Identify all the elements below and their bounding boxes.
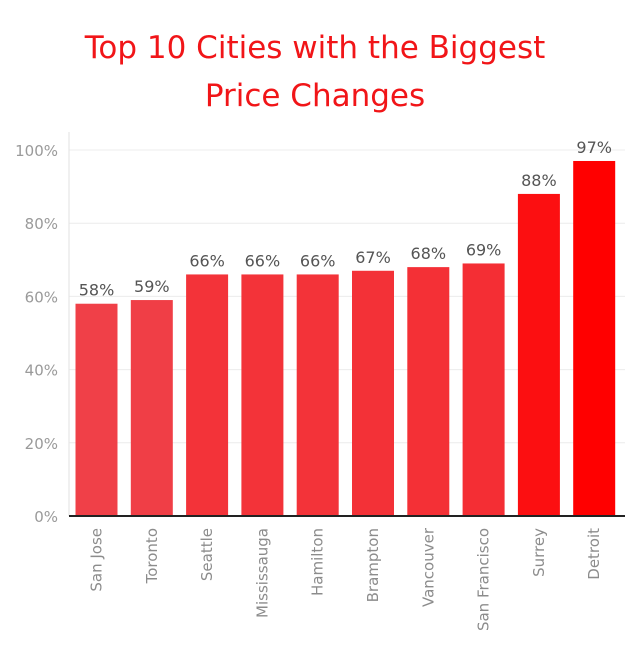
bar [407,267,450,516]
x-tick-label: Surrey [530,528,548,577]
bar [462,263,505,516]
data-label: 69% [466,240,502,259]
chart-title-line-2: Price Changes [204,78,426,114]
y-tick-label: 40% [25,362,58,380]
bar [352,270,394,516]
chart-title-line-1: Top 10 Cities with the Biggest [84,30,546,66]
x-tick-label: Toronto [143,528,161,584]
bar [186,274,229,516]
data-label: 67% [355,248,391,267]
x-tick-label: Brampton [364,528,382,602]
data-label: 68% [411,244,447,263]
chart-title: Top 10 Cities with the Biggest Price Cha… [0,24,630,120]
x-tick-label: Vancouver [419,527,437,607]
y-tick-label: 0% [34,508,58,526]
x-tick-label: Seattle [198,528,216,581]
bars [75,160,616,517]
bar [75,303,118,516]
data-label: 58% [79,281,115,300]
x-axis: San Jose Toronto Seattle Mississauga Hamilto… [69,515,625,631]
x-tick-label: Hamilton [309,528,327,596]
data-label: 66% [245,251,281,270]
x-tick-label: Mississauga [253,528,271,618]
data-label: 66% [300,251,336,270]
data-label: 97% [576,138,612,157]
y-axis: 0% 20% 40% 60% 80% 100% [15,132,70,526]
y-tick-label: 100% [15,142,58,160]
bar [241,274,284,516]
x-tick-label: San Francisco [475,528,493,631]
bar [296,274,339,516]
x-tick-label: Detroit [585,528,603,580]
y-tick-label: 20% [25,435,58,453]
bar [573,160,616,517]
y-tick-label: 80% [25,215,58,233]
bar [517,193,560,517]
y-tick-label: 60% [25,288,58,306]
data-label: 88% [521,171,557,190]
x-tick-label: San Jose [88,528,106,592]
data-labels: 58% 59% 66% 66% 66% 67% 68% 69% 88% 97% [79,138,612,300]
bar [130,300,173,516]
data-label: 66% [189,251,225,270]
data-label: 59% [134,277,170,296]
